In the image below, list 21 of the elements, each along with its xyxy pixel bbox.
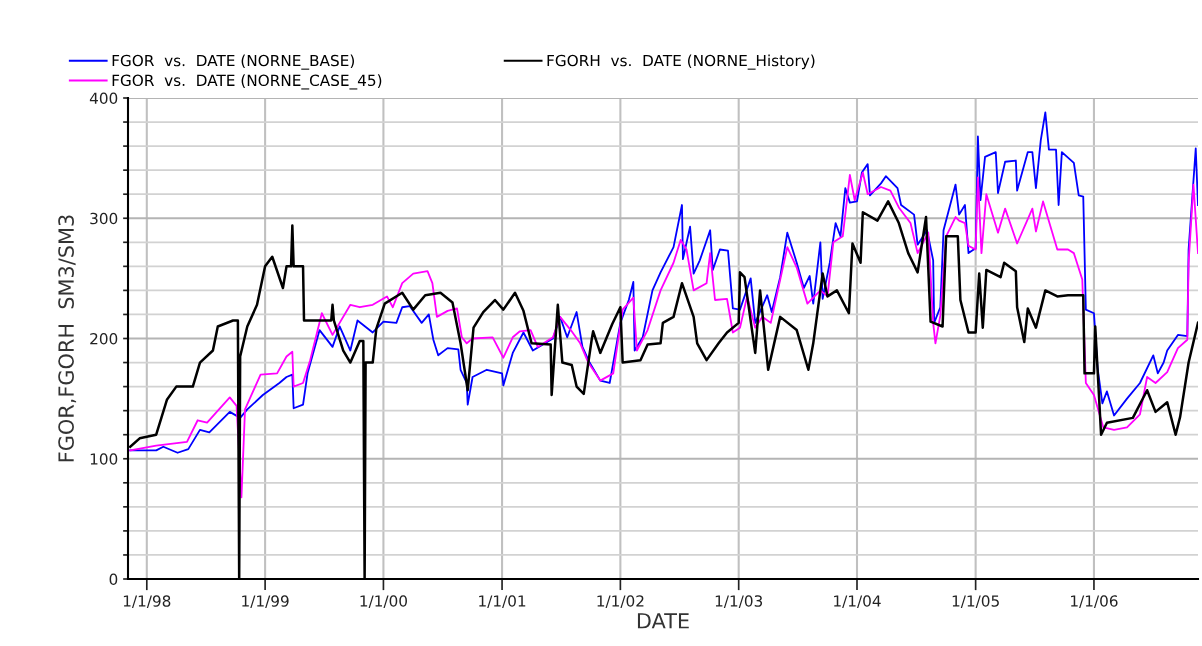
x-tick-label: 1/1/02 bbox=[597, 595, 644, 608]
y-tick-label: 100 bbox=[90, 453, 118, 465]
x-tick-label: 1/1/98 bbox=[123, 595, 171, 608]
legend-label: FGORH vs. DATE (NORNE_History) bbox=[547, 54, 815, 70]
y-tick-label: 300 bbox=[90, 212, 118, 225]
legend-label: FGOR vs. DATE (NORNE_BASE) bbox=[112, 54, 354, 70]
line-series bbox=[129, 171, 1198, 499]
legend-label: FGOR vs. DATE (NORNE_CASE_45) bbox=[112, 74, 382, 90]
x-tick-label: 1/1/01 bbox=[479, 595, 526, 608]
x-axis-title: DATE bbox=[637, 613, 689, 629]
x-tick-label: 1/1/03 bbox=[715, 595, 763, 608]
y-tick-label: 400 bbox=[89, 92, 118, 105]
y-tick-label: 0 bbox=[109, 573, 118, 586]
x-tick-label: 1/1/99 bbox=[242, 595, 289, 608]
x-tick-label: 1/1/00 bbox=[360, 595, 407, 608]
x-tick-label: 1/1/04 bbox=[834, 595, 881, 608]
x-tick-label: 1/1/05 bbox=[952, 595, 999, 608]
x-tick-label: 1/1/06 bbox=[1071, 595, 1118, 608]
line-series bbox=[129, 111, 1198, 454]
y-axis-title: FGOR,FGORH SM3/SM3 bbox=[58, 215, 77, 462]
y-tick-label: 200 bbox=[90, 332, 118, 345]
